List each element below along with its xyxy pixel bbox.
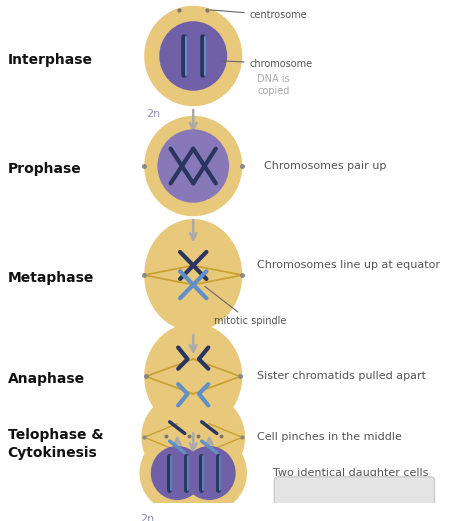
Text: centrosome: centrosome (210, 10, 308, 20)
Ellipse shape (157, 129, 229, 203)
Ellipse shape (144, 219, 242, 331)
Text: Metaphase: Metaphase (8, 271, 94, 285)
Text: mitotic spindle: mitotic spindle (205, 287, 286, 327)
Ellipse shape (173, 396, 245, 478)
Text: Sister chromatids pulled apart: Sister chromatids pulled apart (257, 371, 426, 381)
Ellipse shape (144, 324, 242, 429)
Ellipse shape (141, 396, 213, 478)
Ellipse shape (183, 446, 236, 500)
Ellipse shape (172, 435, 247, 512)
Text: chromosome: chromosome (222, 59, 313, 69)
Text: 2n: 2n (146, 109, 161, 119)
Text: Two identical daughter cells: Two identical daughter cells (273, 468, 428, 478)
Text: Cell pinches in the middle: Cell pinches in the middle (257, 432, 402, 442)
Text: 2n: 2n (290, 485, 308, 498)
Text: DNA is
copied: DNA is copied (257, 74, 290, 96)
Ellipse shape (151, 446, 204, 500)
Ellipse shape (144, 116, 242, 216)
Text: 2n: 2n (140, 514, 154, 521)
Text: Anaphase: Anaphase (8, 373, 85, 387)
Ellipse shape (139, 435, 215, 512)
FancyBboxPatch shape (274, 477, 435, 506)
Text: – diploid: – diploid (307, 485, 359, 498)
Text: Telophase &
Cytokinesis: Telophase & Cytokinesis (8, 428, 103, 460)
Ellipse shape (159, 21, 227, 91)
Text: Chromosomes line up at equator: Chromosomes line up at equator (257, 260, 440, 270)
Text: Chromosomes pair up: Chromosomes pair up (264, 161, 386, 171)
Text: Interphase: Interphase (8, 53, 92, 67)
Ellipse shape (144, 6, 242, 106)
Text: Prophase: Prophase (8, 162, 81, 176)
